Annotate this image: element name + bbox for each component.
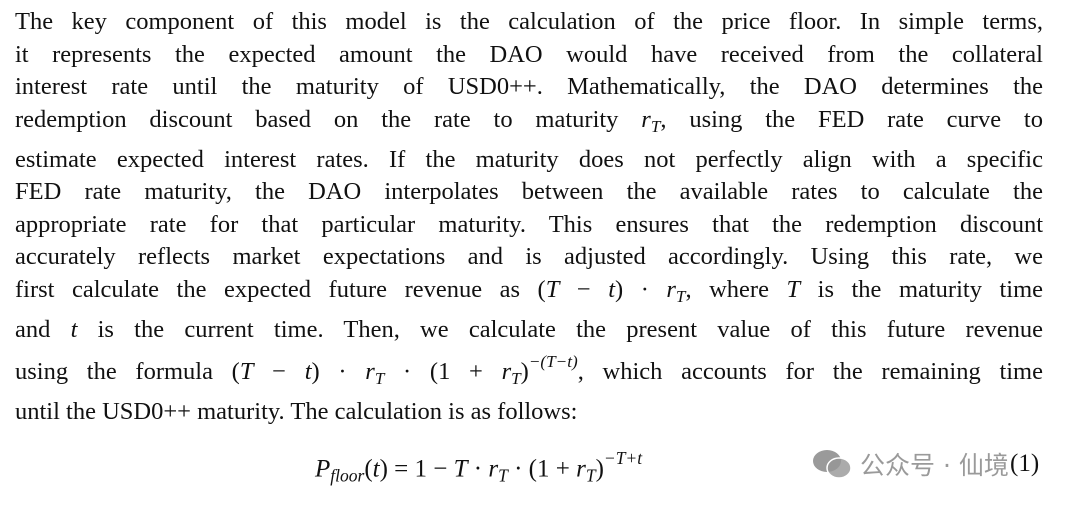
text-run: ) = 1 − [379,455,454,483]
text-run: − [253,358,305,386]
text-run: ) · [615,275,667,303]
text-run: t [70,315,78,343]
text-run: T [585,465,596,486]
text-run: , using the FED rate curve to [660,105,1043,133]
text-run: floor [330,465,365,486]
text-run: T [650,116,661,136]
text-run: ( [364,455,373,483]
text-run: · [467,455,489,483]
text-line: appropriate rate for that particular mat… [15,210,1043,238]
text-line: FED rate maturity, the DAO interpolates … [15,178,1043,206]
text-run: and [15,315,71,343]
text-run: , where [685,275,787,303]
text-run: T [511,369,521,389]
text-line: it represents the expected amount the DA… [15,40,1043,68]
text-run: − [559,275,609,303]
paragraph: The key component of this model is the c… [15,6,1043,429]
text-run: ) [520,358,529,386]
text-line: accurately reflects market expectations … [15,243,1043,271]
text-line: until the USD0++ maturity. The calculati… [15,397,578,425]
shape [826,457,852,479]
text-run: t [304,358,312,386]
text-run: −(T−t) [528,352,578,372]
text-run: ) [595,455,604,483]
text-run: redemption discount based on the rate to… [15,105,642,133]
text-run: first calculate the expected future reve… [15,275,546,303]
text-run: T [239,358,254,386]
text-run: r [666,275,676,303]
text-line: first calculate the expected future reve… [15,274,1043,314]
text-run: T [675,287,686,307]
text-run: −T+t [603,448,643,468]
text-run: using the formula ( [15,358,240,386]
text-line: The key component of this model is the c… [15,8,1043,35]
text-run: r [641,105,651,133]
text-run: T [498,465,508,486]
text-run: T [786,275,801,303]
equation: Pfloor(t) = 1 − T · rT · (1 + rT)−T+t [315,448,642,487]
text-run: T [545,275,560,303]
text-run: r [501,358,512,386]
text-run: T [374,369,385,389]
text-run: is the current time. Then, we calculate … [77,315,1043,343]
text-line: using the formula (T − t) · rT · (1 + rT… [15,346,1043,396]
text-run: T [453,455,468,483]
text-run: P [315,455,331,483]
text-run: r [365,358,375,386]
text-run: r [576,455,586,483]
text-line: redemption discount based on the rate to… [15,104,1043,144]
wechat-icon [813,450,852,479]
watermark-text: 公众号 · 仙境 [860,451,1009,480]
text-run: r [488,455,499,483]
text-run: · (1 + [507,455,577,483]
text-run: t [608,275,616,303]
text-run: · (1 + [384,358,502,386]
text-line: and t is the current time. Then, we calc… [15,314,1043,347]
watermark: 公众号 · 仙境 [812,446,1009,482]
text-run: is the maturity time [800,275,1044,303]
equation-number: (1) [1010,450,1040,477]
text-run: ) · [311,358,366,386]
text-run: t [372,455,380,483]
text-run: , which accounts for the remaining time [577,358,1043,386]
text-line: interest rate until the maturity of USD0… [15,73,1043,101]
text-line: estimate expected interest rates. If the… [15,145,1043,173]
